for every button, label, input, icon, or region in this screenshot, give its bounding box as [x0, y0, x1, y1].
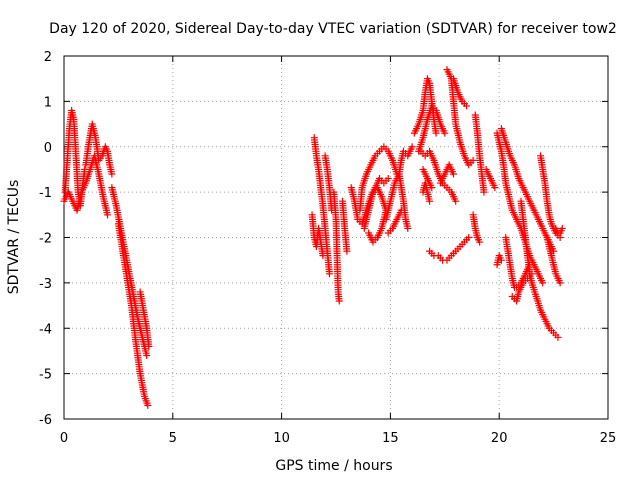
data-point [145, 342, 153, 350]
x-tick-label: 5 [169, 431, 177, 446]
data-point [365, 229, 373, 237]
data-point [384, 175, 392, 183]
data-point [319, 252, 327, 260]
data-point [335, 297, 343, 305]
data-point [343, 247, 351, 255]
y-tick-label: 0 [44, 141, 52, 156]
data-point [465, 234, 473, 241]
y-tick-label: -3 [39, 277, 52, 292]
data-point [497, 256, 505, 264]
data-point [491, 184, 499, 192]
x-tick-label: 0 [60, 431, 68, 446]
y-tick-label: 2 [44, 50, 52, 65]
data-point [556, 279, 564, 287]
data-point [108, 170, 116, 178]
data-point [450, 170, 458, 178]
data-point [469, 156, 477, 164]
data-point [325, 270, 333, 278]
x-tick-label: 10 [273, 431, 290, 446]
data-point [104, 211, 112, 219]
y-axis-label: SDTVAR / TECUs [6, 180, 22, 295]
data-point [144, 401, 152, 409]
x-axis-label: GPS time / hours [275, 458, 392, 474]
data-point [528, 270, 536, 278]
y-tick-label: -2 [39, 232, 52, 247]
x-axis: 0 5 10 15 20 25 [60, 56, 616, 446]
data-point [463, 102, 471, 110]
data-point [404, 224, 412, 232]
data-point [408, 143, 416, 151]
y-tick-label: -4 [39, 322, 52, 337]
y-axis: -6 -5 -4 -3 -2 -1 0 1 2 [39, 50, 608, 428]
data-point [426, 197, 434, 205]
data-point [432, 129, 440, 137]
data-point [554, 333, 562, 341]
data-point [480, 188, 488, 196]
data-point [452, 197, 460, 205]
y-tick-label: -6 [39, 413, 52, 428]
y-tick-label: -5 [39, 368, 52, 383]
data-point [558, 224, 566, 232]
chart-title: Day 120 of 2020, Sidereal Day-to-day VTE… [49, 21, 617, 37]
data-series-sdtvar [60, 66, 566, 409]
data-point [441, 129, 449, 137]
data-point [476, 238, 484, 246]
data-point [428, 184, 436, 192]
x-tick-label: 25 [600, 431, 617, 446]
y-tick-label: -1 [39, 186, 52, 201]
data-point [539, 279, 547, 287]
y-tick-label: 1 [44, 95, 52, 110]
x-tick-label: 15 [382, 431, 399, 446]
data-point [143, 351, 151, 359]
x-tick-label: 20 [491, 431, 508, 446]
